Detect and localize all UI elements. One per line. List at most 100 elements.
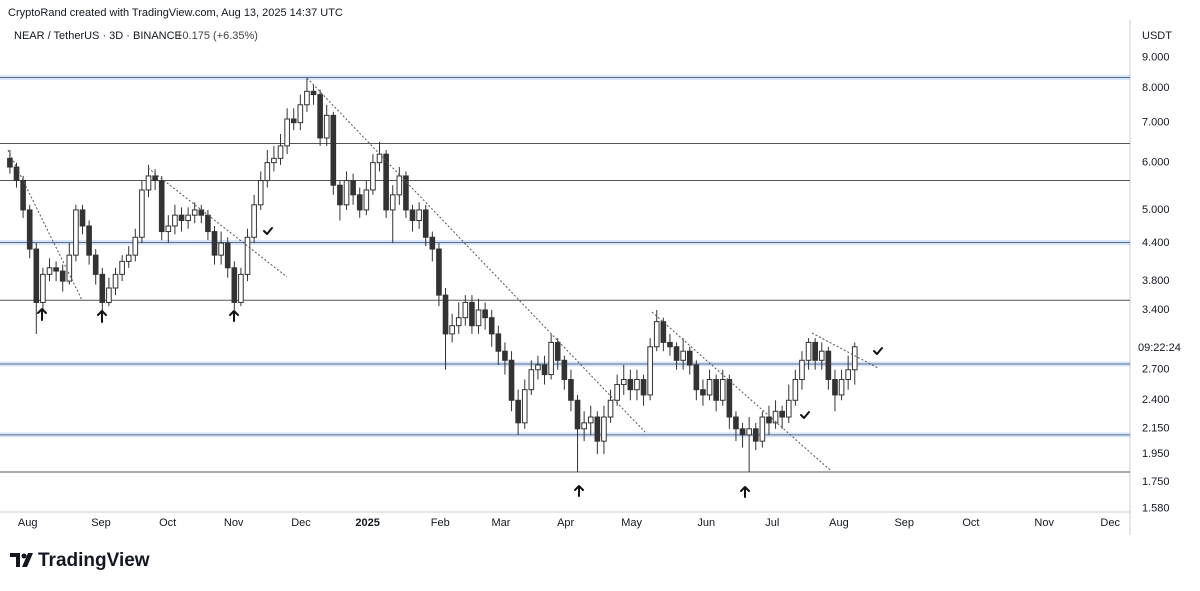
candle-body [59,270,66,282]
candle-body [574,399,581,430]
candle-body [554,341,561,361]
countdown: 09:22:24 [1138,342,1181,354]
y-unit: USDT [1142,30,1172,42]
candle-body [713,379,719,401]
candle-body [73,209,79,256]
candle-body [469,301,475,327]
candle-body [409,209,416,222]
candle-body [112,273,119,289]
y-tick-label: 2.700 [1142,364,1170,376]
candle-body [429,236,436,250]
candle-body [541,364,548,376]
candle-body [224,242,231,269]
trendlines [7,77,879,471]
symbol-info: NEAR / TetherUS · 3D · BINANCE [14,30,182,42]
candle-body [251,204,257,238]
y-tick-label: 8.000 [1142,82,1170,94]
candle-body [119,260,125,275]
candle-body [502,350,508,361]
candle-body [535,364,541,371]
candle-body [284,118,290,147]
y-tick-label: 3.400 [1142,304,1170,316]
candle-body [343,180,350,206]
checkmark [800,411,810,419]
candle-body [396,175,403,196]
candle-body [614,384,620,401]
candle-body [238,273,244,303]
candle-body [752,428,759,442]
x-tick-label: Dec [291,517,311,529]
x-tick-label: Jun [697,517,715,529]
candle-body [620,379,627,386]
candle-body [356,194,363,211]
candle-body [825,350,832,381]
candle-body [521,389,528,424]
candle-body [627,379,634,391]
x-tick-label: Aug [18,517,38,529]
y-tick-label: 1.950 [1142,448,1170,460]
x-tick-label: Nov [224,517,244,529]
candle-body [86,225,92,256]
candle-body [607,399,614,418]
x-tick-label: Oct [962,517,979,529]
logo: TradingView [10,550,150,571]
candle-body [653,321,660,348]
candle-body [20,180,26,211]
candle-body [568,379,574,401]
candle-body [667,341,673,348]
candle-body [323,114,330,139]
candle-body [739,428,746,436]
logo-mark [21,553,27,559]
candle-body [416,209,422,222]
candle-body [436,248,442,296]
candle-body [515,399,521,424]
candle-body [647,346,653,396]
candle-body [185,214,191,222]
arrow-up [37,308,47,321]
x-tick-label: Sep [894,517,914,529]
arrow-up [574,485,584,497]
candle-body [158,180,165,233]
candle-body [759,416,766,442]
candle-body [812,341,818,361]
x-tick-label: Feb [431,517,450,529]
candle-body [13,166,20,182]
candle-body [482,309,488,319]
candle-body [46,267,53,275]
candle-body [561,359,568,381]
candle-body [376,153,383,164]
candle-body [297,104,304,124]
candle-body [785,399,792,418]
candle-body [403,175,409,211]
candle-body [719,379,726,401]
candle-body [581,422,587,430]
candle-body [845,369,851,381]
candle-body [805,341,812,361]
candle-body [673,346,680,361]
candle-body [733,416,739,430]
annotations [37,227,883,498]
candle-body [766,416,772,424]
candle-body [548,341,554,376]
candle-body [26,209,33,250]
candle-body [422,209,429,238]
x-tick-label: Aug [829,517,849,529]
candle-body [488,317,495,335]
x-tick-label: Sep [91,517,111,529]
x-tick-label: Apr [557,517,574,529]
y-tick-label: 2.400 [1142,394,1170,406]
checkmark [873,347,883,355]
candle-body [700,389,706,396]
trendline [811,332,879,369]
candle-body [587,416,594,424]
x-tick-label: Nov [1034,517,1054,529]
candle-body [277,145,284,159]
checkmark [263,227,273,235]
candle-body [271,157,277,164]
candle-body [726,379,733,418]
y-tick-label: 1.580 [1142,503,1170,515]
candle-body [528,369,535,391]
trendline [651,311,831,471]
candle-body [205,214,211,233]
x-tick-label: Dec [1100,517,1120,529]
